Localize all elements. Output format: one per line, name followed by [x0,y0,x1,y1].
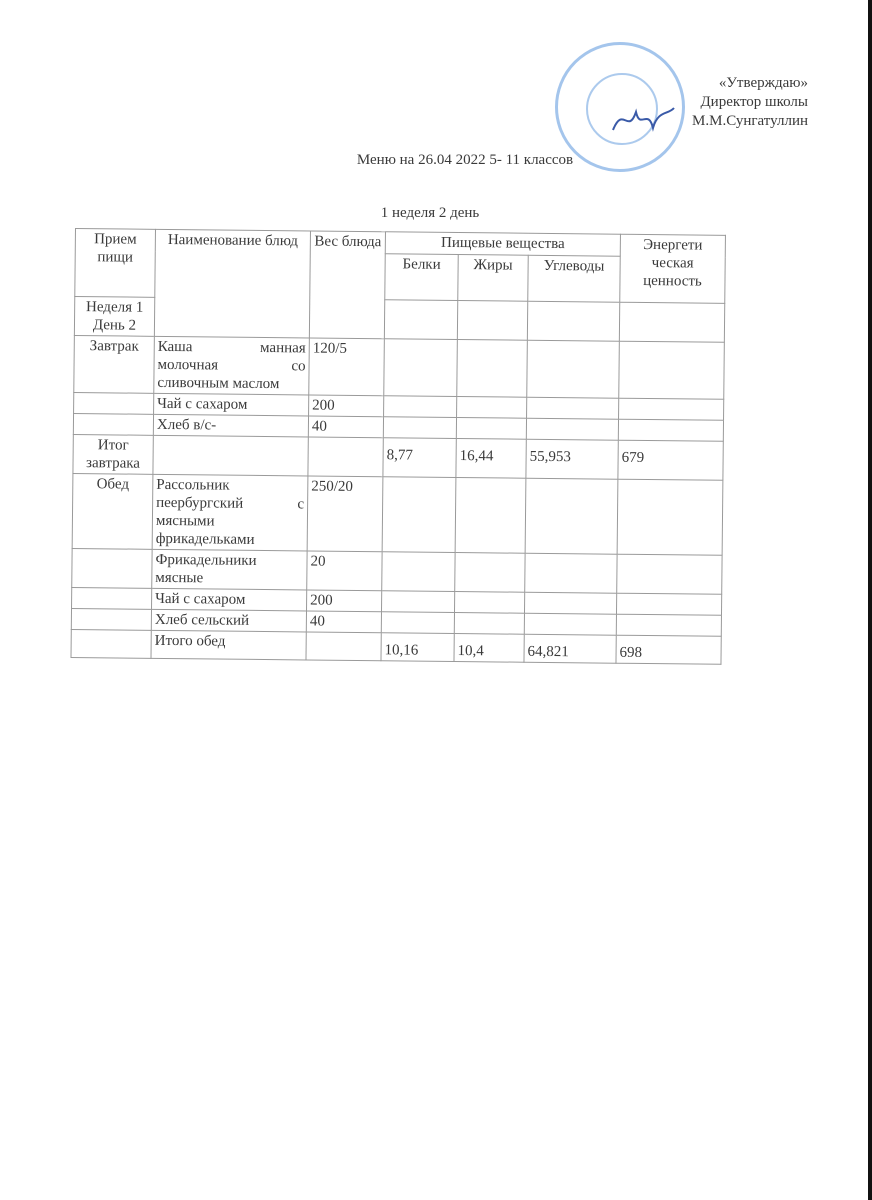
cell-meal: Итог завтрака [72,434,154,475]
header-nutrients: Пищевые вещества [385,231,621,257]
table-row: Итог завтрака 8,77 16,44 55,953 679 [72,434,724,481]
cell-meal [73,392,154,415]
cell-dish: Чай с сахаром [153,393,309,416]
cell-dish: Каша манная молочная со сливочным маслом [153,336,310,395]
document-title: Меню на 26.04 2022 5- 11 классов [356,152,574,168]
cell-fat [454,591,525,614]
table-row: Обед Рассольник пеербургский с мясными фр… [72,473,723,556]
document-subtitle: 1 неделя 2 день [380,205,480,221]
cell-energy: 698 [615,635,722,665]
cell-carbs [524,592,617,615]
cell-dish [152,435,309,476]
cell-dish: Рассольник пеербургский с мясными фрикад… [152,474,308,551]
cell-carbs [526,340,620,399]
cell-fat [454,552,526,593]
approval-position: Директор школы [700,94,808,110]
table-row: Итого обед 10,16 10,4 64,821 698 [71,629,722,665]
cell-meal [71,629,152,659]
header-meal: Прием пищи [74,228,156,298]
header-fat: Жиры [457,254,529,302]
cell-carbs [524,613,617,636]
cell-energy [616,593,722,616]
cell-protein [382,476,456,553]
header-energy: Энергети ческая ценность [619,234,726,304]
cell-carbs [524,553,618,594]
approval-block: «Утверждаю» Директор школы М.М.Сунгатулл… [692,74,808,131]
cell-weight: 20 [306,550,383,591]
cell-carbs [526,418,619,441]
cell-fat [456,339,528,398]
cell-dish: Фрикадельники мясные [151,549,308,590]
cell-weight [307,436,384,477]
cell-weight: 200 [306,589,382,612]
school-stamp [555,42,685,172]
table-row: Завтрак Каша манная молочная со сливочным… [73,335,725,400]
cell-carbs: 64,821 [523,634,617,664]
cell-carbs [526,397,619,420]
cell-fat [454,612,525,635]
cell-protein [383,395,457,418]
cell-energy: 679 [617,440,724,481]
cell-protein [383,338,458,397]
cell-energy [618,341,725,400]
cell-protein [383,416,457,439]
header-weight: Вес блюда [309,230,386,339]
cell-dish: Чай с сахаром [151,588,307,611]
cell-fat [455,477,526,554]
cell-energy [618,398,724,421]
cell-weight [305,631,382,661]
cell-energy [616,614,722,637]
cell-energy [616,554,723,595]
cell-fat [456,417,527,440]
signature [612,107,675,132]
approval-name: М.М.Сунгатуллин [692,113,808,129]
cell-fat: 16,44 [455,438,527,479]
cell-protein: 10,16 [380,632,455,662]
cell-meal [71,608,152,631]
cell-fat [456,396,527,419]
cell-protein [381,611,455,634]
menu-table: Прием пищи Наименование блюд Вес блюда П… [70,228,726,665]
scan-edge [868,0,872,1200]
cell-carbs [525,478,618,555]
cell-meal: Обед [72,473,153,550]
cell-meal [73,413,154,436]
cell-dish: Хлеб сельский [151,609,307,632]
cell-carbs: 55,953 [525,439,619,480]
cell-protein: 8,77 [382,437,457,478]
header-week-day: Неделя 1 День 2 [74,296,155,337]
cell-fat: 10,4 [453,633,525,663]
header-protein: Белки [384,253,459,301]
cell-weight: 250/20 [307,475,383,552]
cell-meal: Завтрак [73,335,155,394]
cell-energy [617,479,723,556]
cell-weight: 40 [308,415,384,438]
cell-meal [71,548,153,589]
header-carbs: Углеводы [527,255,621,303]
cell-dish: Хлеб в/с- [153,414,309,437]
cell-weight: 120/5 [308,337,385,396]
cell-protein [381,590,455,613]
cell-protein [381,551,456,592]
cell-weight: 40 [306,610,382,633]
table-row: Фрикадельники мясные 20 [71,548,723,595]
cell-meal [71,587,152,610]
cell-weight: 200 [308,394,384,417]
header-dish: Наименование блюд [154,229,311,338]
approval-line: «Утверждаю» [718,75,808,91]
cell-dish: Итого обед [150,630,307,660]
cell-energy [618,419,724,442]
